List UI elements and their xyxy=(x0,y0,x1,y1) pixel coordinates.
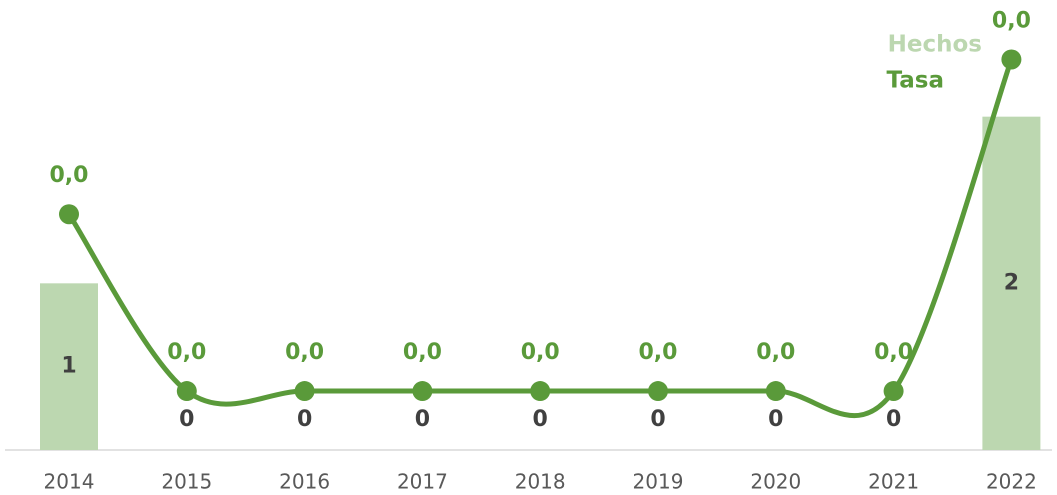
tasa-point xyxy=(294,381,315,402)
tasa-point xyxy=(883,381,904,402)
tasa-label: 0,0 xyxy=(874,340,913,365)
bar-label: 0 xyxy=(650,407,665,432)
bar-label: 0 xyxy=(415,407,430,432)
tasa-label: 0,0 xyxy=(992,8,1031,33)
x-tick-label: 2022 xyxy=(986,470,1037,494)
tasa-label: 0,0 xyxy=(285,340,324,365)
x-tick-label: 2015 xyxy=(161,470,212,494)
tasa-label: 0,0 xyxy=(403,340,442,365)
tasa-label: 0,0 xyxy=(756,340,795,365)
bar-label: 1 xyxy=(61,354,76,379)
tasa-label: 0,0 xyxy=(521,340,560,365)
bar-label: 0 xyxy=(179,407,194,432)
bar xyxy=(982,116,1041,451)
bar-label: 0 xyxy=(297,407,312,432)
x-tick-label: 2018 xyxy=(515,470,566,494)
legend-label: Tasa xyxy=(887,68,944,94)
bar-label: 0 xyxy=(886,407,901,432)
tasa-point xyxy=(412,381,433,402)
x-tick-label: 2021 xyxy=(868,470,919,494)
tasa-point xyxy=(59,204,79,225)
tasa-point xyxy=(1001,49,1022,70)
x-tick-label: 2016 xyxy=(279,470,330,494)
tasa-point xyxy=(530,381,551,402)
tasa-point xyxy=(176,381,197,402)
tasa-point xyxy=(648,381,668,402)
tasa-label: 0,0 xyxy=(50,163,89,188)
x-tick-label: 2017 xyxy=(397,470,448,494)
x-tick-label: 2014 xyxy=(44,470,95,494)
legend-label: Hechos xyxy=(888,32,982,58)
bar-label: 0 xyxy=(768,407,783,432)
tasa-point xyxy=(765,381,786,402)
bar xyxy=(40,283,98,450)
tasa-label: 0,0 xyxy=(639,340,678,365)
bar-label: 0 xyxy=(533,407,548,432)
x-tick-label: 2020 xyxy=(750,470,801,494)
bar-label: 2 xyxy=(1004,270,1019,295)
tasa-label: 0,0 xyxy=(167,340,206,365)
x-tick-label: 2019 xyxy=(633,470,684,494)
